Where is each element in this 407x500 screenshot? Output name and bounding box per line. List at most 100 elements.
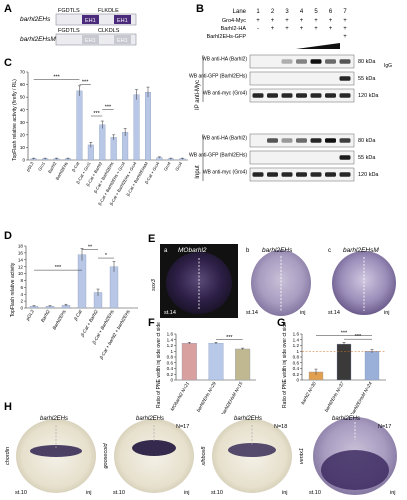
blot-strip <box>249 71 355 86</box>
category-label: Gro4 <box>174 160 183 171</box>
y-tick-label: 1.2 <box>167 343 174 348</box>
y-tick-label: 10 <box>20 145 26 150</box>
condition-mark: + <box>314 18 318 24</box>
category-label: barhl2EHsM N=15 <box>220 381 243 417</box>
blot-band <box>325 138 336 143</box>
blot-label: WB anti-myc (Gro4) <box>203 170 248 176</box>
y-tick-label: 1.4 <box>167 337 174 342</box>
bar <box>133 94 140 161</box>
panel-letter-a: A <box>4 3 12 15</box>
lane-number: 5 <box>314 9 318 15</box>
blot-band <box>296 59 307 64</box>
h-2-marker: goosecoid <box>103 443 109 469</box>
e-c-title: barhl2EHsM <box>343 247 379 254</box>
bar <box>122 132 129 161</box>
h-4-inj: inj <box>390 490 396 496</box>
h-3-title: barhl2EHs <box>234 416 262 422</box>
y-tick-label: 18 <box>18 244 24 249</box>
blot-band <box>310 59 322 64</box>
h-1-inj: inj <box>86 490 92 496</box>
blot-band <box>281 59 293 64</box>
e-c-inj: inj <box>384 310 390 316</box>
panel-letter-g: G <box>277 317 286 329</box>
y-tick-label: 20 <box>20 132 26 137</box>
condition-mark: + <box>314 26 318 32</box>
condition-mark: + <box>329 26 333 32</box>
y-tick-label: 2 <box>20 299 23 304</box>
blot-band <box>296 93 307 98</box>
embryo-e-b <box>251 250 311 316</box>
blot-band <box>339 93 351 98</box>
y-tick-label: 30 <box>20 120 26 125</box>
y-tick-label: 0 <box>22 158 25 163</box>
e-b-title: barhl2EHs <box>262 247 293 254</box>
condition-mark: + <box>343 18 347 24</box>
category-label: Barhl2EHs <box>52 308 68 330</box>
condition-label: Gro4-Myc <box>222 18 246 24</box>
category-label: β-Cat + barhl2 + barhl2EHs <box>98 308 131 360</box>
y-tick-label: 8 <box>20 278 23 283</box>
blot-band <box>281 93 293 98</box>
sig-label: *** <box>53 75 60 81</box>
y-tick-label: 1.2 <box>293 343 300 348</box>
blot-label: WB anti-HA (Barhl2) <box>202 57 247 63</box>
sig-label: *** <box>105 105 112 111</box>
condition-mark: + <box>271 18 275 24</box>
blot-band <box>325 93 336 98</box>
category-label: Barhl2 <box>47 160 58 174</box>
category-label: MObarhl2 N=21 <box>170 381 191 412</box>
panel-a-constructs: barhl2EHs FGDTLS FLKDLE EH1 EH1 barhl2EH… <box>20 8 137 46</box>
y-tick-label: 4 <box>20 292 23 297</box>
y-tick-label: 12 <box>18 264 24 269</box>
h-2-count: N=17 <box>176 424 189 430</box>
category-label: β-Cat <box>71 160 81 172</box>
construct-1-eh1-label-1: EH1 <box>85 18 96 24</box>
category-label: pGL3 <box>25 160 35 172</box>
condition-mark: + <box>300 26 304 32</box>
bar <box>76 90 83 161</box>
category-label: Gro1 <box>37 160 46 171</box>
h-1-title: barhl2EHs <box>40 416 68 422</box>
stain-h-3 <box>228 443 276 457</box>
y-tick-label: 1.6 <box>293 332 300 337</box>
panel-letter-b: B <box>196 3 204 15</box>
y-tick-label: 0.4 <box>167 366 174 371</box>
construct-2-eh1-label-1: EH1 <box>85 38 96 44</box>
bar <box>144 91 152 161</box>
panel-letter-c: C <box>4 57 12 69</box>
blot-band <box>267 138 278 143</box>
y-tick-label: 0 <box>296 378 299 383</box>
panel-letter-d: D <box>4 230 12 242</box>
bar <box>110 137 117 161</box>
blot-band <box>310 138 322 143</box>
construct-1-eh1-box-2 <box>114 15 131 24</box>
e-b-inj: inj <box>300 310 306 316</box>
blot-band <box>296 172 307 177</box>
bar <box>109 266 119 309</box>
e-c-stage: st.14 <box>328 310 340 316</box>
blot-band <box>339 155 351 160</box>
category-label: barhl2EHs N=37 <box>324 381 345 413</box>
bar <box>181 343 197 381</box>
blot-band <box>339 172 351 177</box>
panel-letter-e: E <box>148 233 155 245</box>
y-tick-label: 50 <box>20 95 26 100</box>
y-tick-label: 1.4 <box>293 337 300 342</box>
blot-kda: 80 kDa <box>358 138 376 144</box>
y-tick-label: 0.8 <box>167 355 174 360</box>
panel-c-chart: TopFlash relative activity (firefly / RL… <box>12 70 188 206</box>
y-tick-label: 40 <box>20 107 26 112</box>
construct-1-eh1-box-1 <box>82 15 99 24</box>
blot-band <box>339 76 351 81</box>
blot-band <box>339 138 351 143</box>
blot-band <box>281 172 293 177</box>
construct-2-motif-1: FGDTLS <box>58 28 80 34</box>
sig-label: *** <box>93 111 100 117</box>
sig-label: * <box>105 253 108 259</box>
bar <box>364 351 380 381</box>
construct-2-motif-2: CLKDLS <box>98 28 120 34</box>
blot-band <box>339 59 351 64</box>
y-tick-label: 0.6 <box>293 360 300 365</box>
y-tick-label: 60 <box>20 82 26 87</box>
y-tick-label: 0.2 <box>293 372 300 377</box>
